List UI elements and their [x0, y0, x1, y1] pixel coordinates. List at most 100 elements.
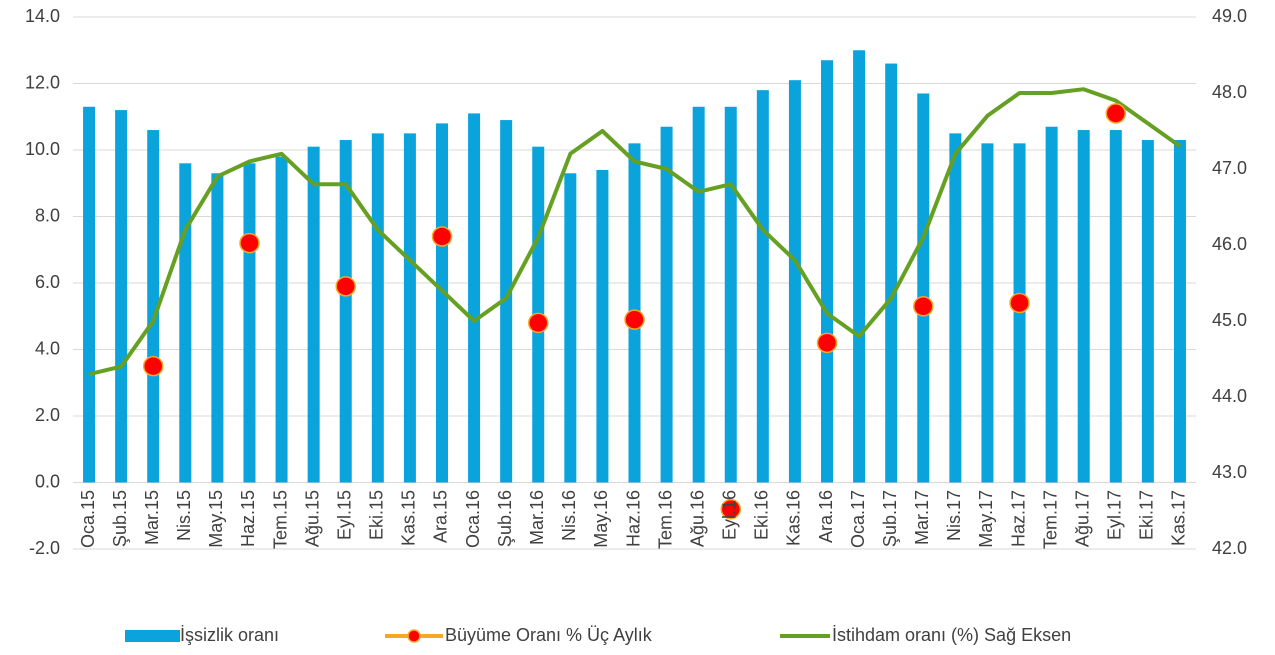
bar — [692, 106, 705, 483]
bar — [339, 140, 352, 483]
x-tick-label: Kas.17 — [1169, 490, 1189, 546]
bar — [917, 93, 930, 483]
y-tick-label: 8.0 — [35, 205, 60, 225]
bar — [1077, 130, 1090, 483]
bar — [115, 110, 128, 483]
y2-tick-label: 47.0 — [1212, 158, 1247, 178]
bar — [596, 169, 609, 483]
bar — [83, 106, 96, 483]
y2-tick-label: 44.0 — [1212, 386, 1247, 406]
point — [1105, 103, 1127, 124]
x-tick-label: Nis.15 — [174, 490, 194, 541]
x-tick-label: Oca.15 — [78, 490, 98, 548]
legend-key — [407, 629, 421, 643]
point — [913, 296, 934, 317]
x-tick-label: Ağu.15 — [302, 490, 322, 547]
bar — [756, 90, 769, 483]
point — [527, 312, 549, 334]
x-tick-label: Nis.17 — [944, 490, 964, 541]
bar — [179, 163, 192, 483]
y2-tick-label: 43.0 — [1212, 462, 1247, 482]
x-tick-label: Kas.16 — [784, 490, 804, 546]
bar — [1141, 140, 1154, 483]
legend-label: Büyüme Oranı % Üç Aylık — [445, 625, 653, 645]
y-tick-label: -2.0 — [29, 538, 60, 558]
x-tick-label: Tem.15 — [270, 490, 290, 549]
bar — [564, 173, 577, 483]
bar — [788, 80, 801, 483]
point — [816, 332, 838, 354]
bar — [949, 133, 962, 483]
x-tick-label: Mar.16 — [527, 490, 547, 545]
point — [720, 498, 742, 520]
x-tick-label: Mar.17 — [912, 490, 932, 545]
bar — [243, 163, 256, 483]
y-tick-label: 2.0 — [35, 405, 60, 425]
bar — [371, 133, 384, 483]
x-tick-label: Şub.15 — [110, 490, 130, 547]
y2-tick-label: 42.0 — [1212, 538, 1247, 558]
y-tick-label: 12.0 — [25, 72, 60, 92]
x-tick-label: Eyl.15 — [334, 490, 354, 540]
x-tick-label: Eki.15 — [367, 490, 387, 540]
x-tick-label: Nis.16 — [559, 490, 579, 541]
point — [142, 355, 164, 377]
legend-label: İstihdam oranı (%) Sağ Eksen — [832, 625, 1071, 645]
bar — [500, 120, 513, 483]
point — [1009, 292, 1030, 314]
x-tick-label: Şub.17 — [880, 490, 900, 547]
bar — [1109, 130, 1122, 483]
bar — [724, 106, 737, 483]
bar — [821, 60, 834, 483]
x-tick-label: Haz.16 — [623, 490, 643, 547]
x-tick-label: Ara.16 — [816, 490, 836, 543]
bar — [403, 133, 416, 483]
point — [335, 276, 356, 297]
bar — [1173, 140, 1186, 483]
x-tick-label: Haz.17 — [1008, 490, 1028, 547]
y-tick-label: 6.0 — [35, 272, 60, 292]
x-tick-label: Ağu.16 — [687, 490, 707, 547]
x-tick-label: Ağu.17 — [1072, 490, 1092, 547]
bar — [307, 146, 320, 483]
bar — [435, 123, 448, 483]
bar — [660, 126, 673, 483]
line — [88, 87, 1182, 377]
y-tick-label: 10.0 — [25, 139, 60, 159]
y-tick-label: 14.0 — [25, 6, 60, 26]
x-tick-label: Ara.15 — [431, 490, 451, 543]
bar — [468, 113, 481, 483]
y2-tick-label: 46.0 — [1212, 234, 1247, 254]
legend-key — [125, 630, 180, 642]
x-tick-label: May.15 — [206, 490, 226, 548]
x-tick-label: May.16 — [591, 490, 611, 548]
x-tick-label: Tem.17 — [1040, 490, 1060, 549]
x-tick-label: Haz.15 — [238, 490, 258, 547]
x-tick-label: Kas.15 — [399, 490, 419, 546]
bar — [981, 143, 994, 483]
legend-label: İşsizlik oranı — [180, 625, 279, 645]
bar — [147, 130, 160, 483]
x-tick-label: Şub.16 — [495, 490, 515, 547]
y-tick-label: 0.0 — [35, 471, 60, 491]
y-tick-label: 4.0 — [35, 338, 60, 358]
x-tick-label: Eyl.16 — [720, 490, 740, 540]
x-tick-label: Eki.16 — [752, 490, 772, 540]
bar — [853, 50, 866, 483]
x-tick-label: Eki.17 — [1137, 490, 1157, 540]
bar — [211, 173, 224, 483]
x-tick-label: May.17 — [976, 490, 996, 548]
point — [624, 309, 645, 330]
point — [431, 226, 453, 247]
y2-tick-label: 48.0 — [1212, 82, 1247, 102]
y2-tick-label: 45.0 — [1212, 310, 1247, 330]
x-tick-label: Tem.16 — [655, 490, 675, 549]
bar — [885, 63, 898, 483]
point — [239, 232, 260, 254]
x-tick-label: Mar.15 — [142, 490, 162, 545]
bar — [275, 156, 288, 483]
x-tick-label: Oca.16 — [463, 490, 483, 548]
y2-tick-label: 49.0 — [1212, 6, 1247, 26]
bar — [1045, 126, 1058, 483]
